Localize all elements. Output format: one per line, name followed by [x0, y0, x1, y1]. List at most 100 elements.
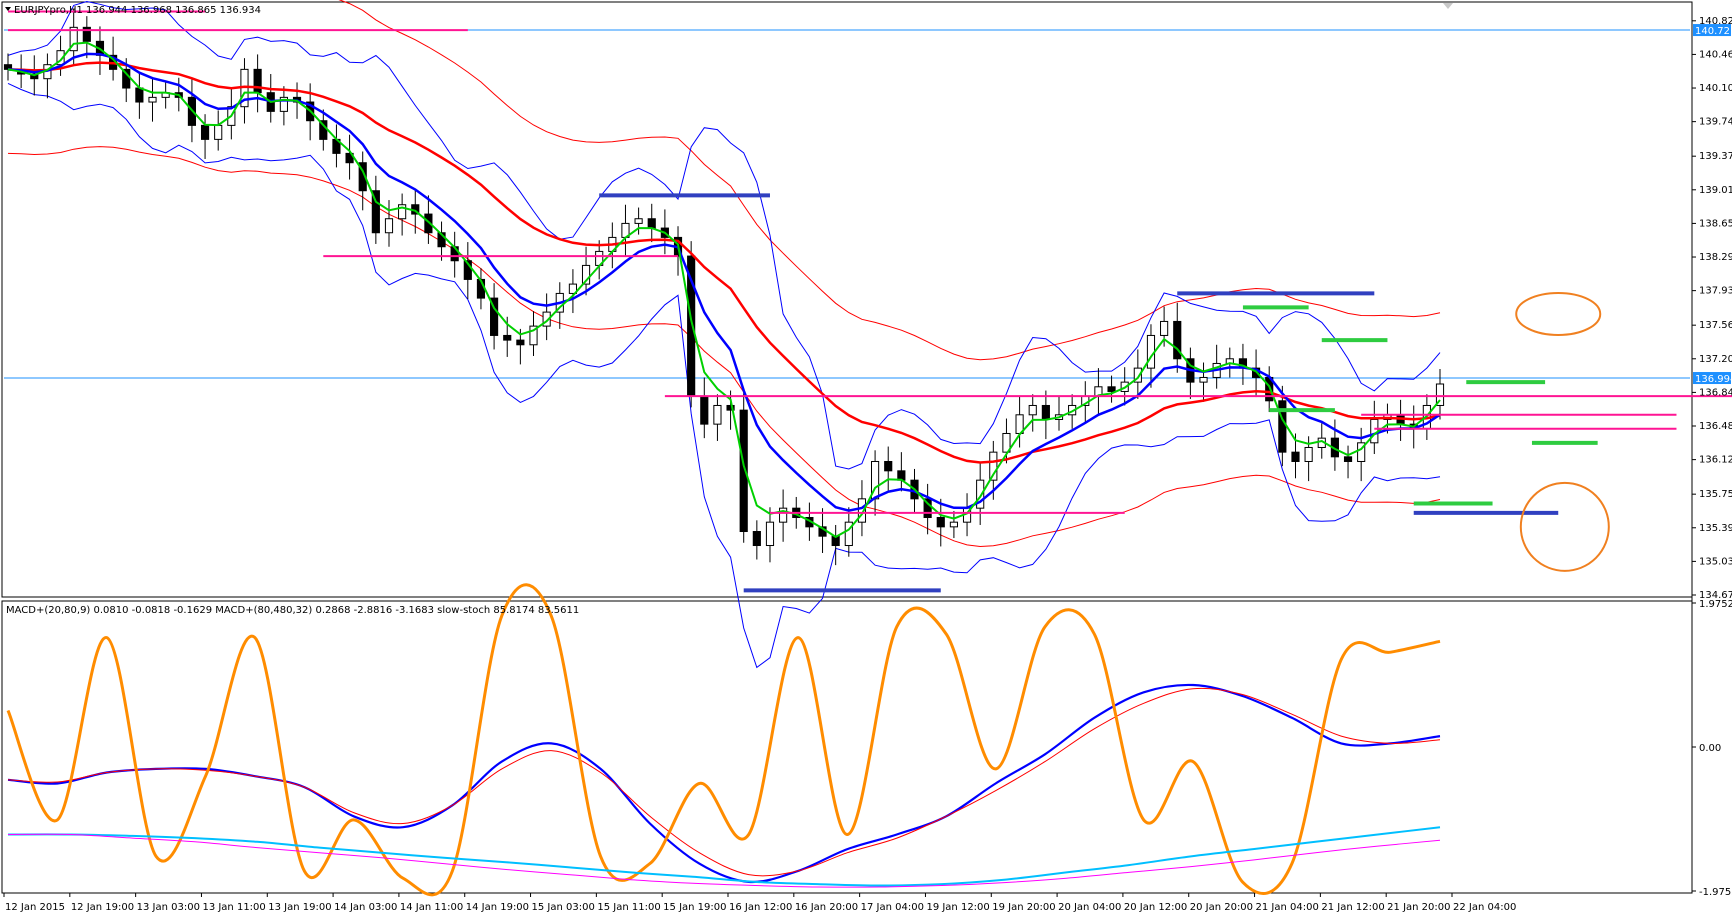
- candle-body: [463, 260, 472, 280]
- time-tick-label: 20 Jan 04:00: [1058, 902, 1121, 913]
- time-tick-label: 14 Jan 03:00: [334, 902, 397, 913]
- candle-body: [857, 498, 867, 523]
- candle-body: [542, 311, 551, 327]
- candle-body: [1173, 320, 1182, 360]
- price-tick-label: 139.370: [1699, 151, 1732, 162]
- ema-fast-line: [7, 41, 1441, 539]
- envelope-upper-line: [338, 0, 1441, 361]
- candle-body: [200, 124, 210, 140]
- candle-body: [568, 283, 577, 294]
- time-tick-label: 12 Jan 2015: [5, 902, 65, 913]
- price-tick-label: 134.670: [1699, 590, 1732, 601]
- candle-body: [253, 68, 262, 94]
- indicator-axis: 1.9752 0.00 -1.9752: [1692, 599, 1732, 898]
- time-tick-label: 14 Jan 11:00: [400, 902, 463, 913]
- time-tick-label: 17 Jan 04:00: [861, 902, 924, 913]
- price-tick-label: 135.390: [1699, 523, 1732, 534]
- candle-body: [713, 404, 722, 425]
- time-tick-label: 21 Jan 20:00: [1387, 902, 1450, 913]
- candle-body: [358, 162, 367, 192]
- candle-body: [739, 409, 748, 533]
- candle-body: [1343, 456, 1353, 462]
- indicator-header: MACD+(20,80,9) 0.0810 -0.0818 -0.1629 MA…: [6, 605, 579, 616]
- time-tick-label: 21 Jan 12:00: [1321, 902, 1384, 913]
- envelope-lower-line: [7, 146, 1441, 548]
- target-circle: [1515, 291, 1602, 336]
- candle-body: [279, 96, 288, 112]
- time-tick-label: 15 Jan 19:00: [663, 902, 726, 913]
- time-axis: 12 Jan 2015 12 Jan 19:00 13 Jan 03:00 13 Ja…: [3, 893, 1516, 913]
- price-tick-label: 135.030: [1699, 556, 1732, 567]
- price-tick-label: 138.650: [1699, 218, 1732, 229]
- candle-body: [82, 26, 91, 42]
- candle-body: [647, 218, 656, 229]
- candle-body: [437, 232, 446, 248]
- candle-body: [752, 531, 761, 547]
- price-label-box: [1693, 372, 1731, 385]
- candle-body: [490, 297, 499, 336]
- candle-body: [779, 507, 788, 523]
- candle-body: [1133, 367, 1142, 383]
- time-tick-label: 16 Jan 20:00: [795, 902, 858, 913]
- candle-body: [1041, 404, 1050, 420]
- macd-long-signal-line: [7, 833, 1441, 888]
- candle-body: [700, 395, 709, 425]
- candle-body: [529, 325, 538, 346]
- candle-body: [516, 339, 525, 346]
- price-tick-label: 139.010: [1699, 185, 1732, 196]
- time-tick-label: 19 Jan 12:00: [926, 902, 989, 913]
- time-tick-label: 14 Jan 19:00: [466, 902, 529, 913]
- candle-body: [726, 404, 735, 411]
- price-plot: [3, 0, 1732, 669]
- time-tick-label: 16 Jan 12:00: [729, 902, 792, 913]
- candle-body: [503, 334, 512, 341]
- candle-body: [424, 213, 433, 234]
- indicator-tick-label: -1.9752: [1699, 887, 1732, 898]
- candle-body: [936, 517, 945, 528]
- candle-body: [1028, 404, 1037, 416]
- dropdown-triangle-icon[interactable]: [5, 7, 11, 11]
- time-tick-label: 12 Jan 19:00: [71, 902, 134, 913]
- price-tick-label: 140.100: [1699, 83, 1732, 94]
- candle-body: [634, 218, 643, 224]
- price-label-box: [1693, 24, 1731, 37]
- shift-marker-icon[interactable]: [1443, 3, 1453, 9]
- candle-body: [1199, 376, 1208, 383]
- candle-body: [765, 521, 775, 547]
- time-tick-label: 15 Jan 03:00: [532, 902, 595, 913]
- candle-body: [384, 218, 394, 234]
- price-tick-label: 139.740: [1699, 117, 1732, 128]
- candle-body: [884, 460, 893, 472]
- candle-body: [949, 521, 958, 528]
- price-tick-label: 137.200: [1699, 354, 1732, 365]
- candle-body: [989, 451, 998, 481]
- price-tick-label: 138.290: [1699, 252, 1732, 263]
- price-label-text: 136.994: [1695, 374, 1732, 385]
- time-tick-label: 20 Jan 12:00: [1124, 902, 1187, 913]
- candle-body: [69, 26, 78, 52]
- symbol-header: EURJPYpro,H1 136.944 136.968 136.865 136…: [14, 5, 261, 16]
- candle-body: [30, 73, 39, 80]
- price-axis: 140.820 140.460 140.100 139.740 139.370 139.0…: [1692, 16, 1732, 601]
- indicator-plot: [6, 583, 1441, 897]
- price-tick-label: 136.480: [1699, 421, 1732, 432]
- bollinger-lower-line: [7, 82, 1441, 669]
- candle-body: [1304, 446, 1313, 462]
- candle-body: [135, 87, 144, 103]
- time-tick-label: 20 Jan 20:00: [1190, 902, 1253, 913]
- time-tick-label: 13 Jan 03:00: [137, 902, 200, 913]
- candle-body: [1435, 383, 1445, 406]
- candle-body: [923, 498, 932, 519]
- macd-long-line: [7, 826, 1441, 887]
- price-tick-label: 136.840: [1699, 387, 1732, 398]
- indicator-tick-label: 1.9752: [1699, 599, 1732, 610]
- candle-body: [214, 124, 223, 140]
- candle-body: [371, 190, 380, 234]
- price-tick-label: 136.120: [1699, 455, 1732, 466]
- price-label-text: 140.721: [1695, 26, 1732, 37]
- target-circle: [1519, 481, 1610, 572]
- time-tick-label: 13 Jan 19:00: [268, 902, 331, 913]
- time-tick-label: 19 Jan 20:00: [992, 902, 1055, 913]
- time-tick-label: 13 Jan 11:00: [202, 902, 265, 913]
- price-tick-label: 137.930: [1699, 286, 1732, 297]
